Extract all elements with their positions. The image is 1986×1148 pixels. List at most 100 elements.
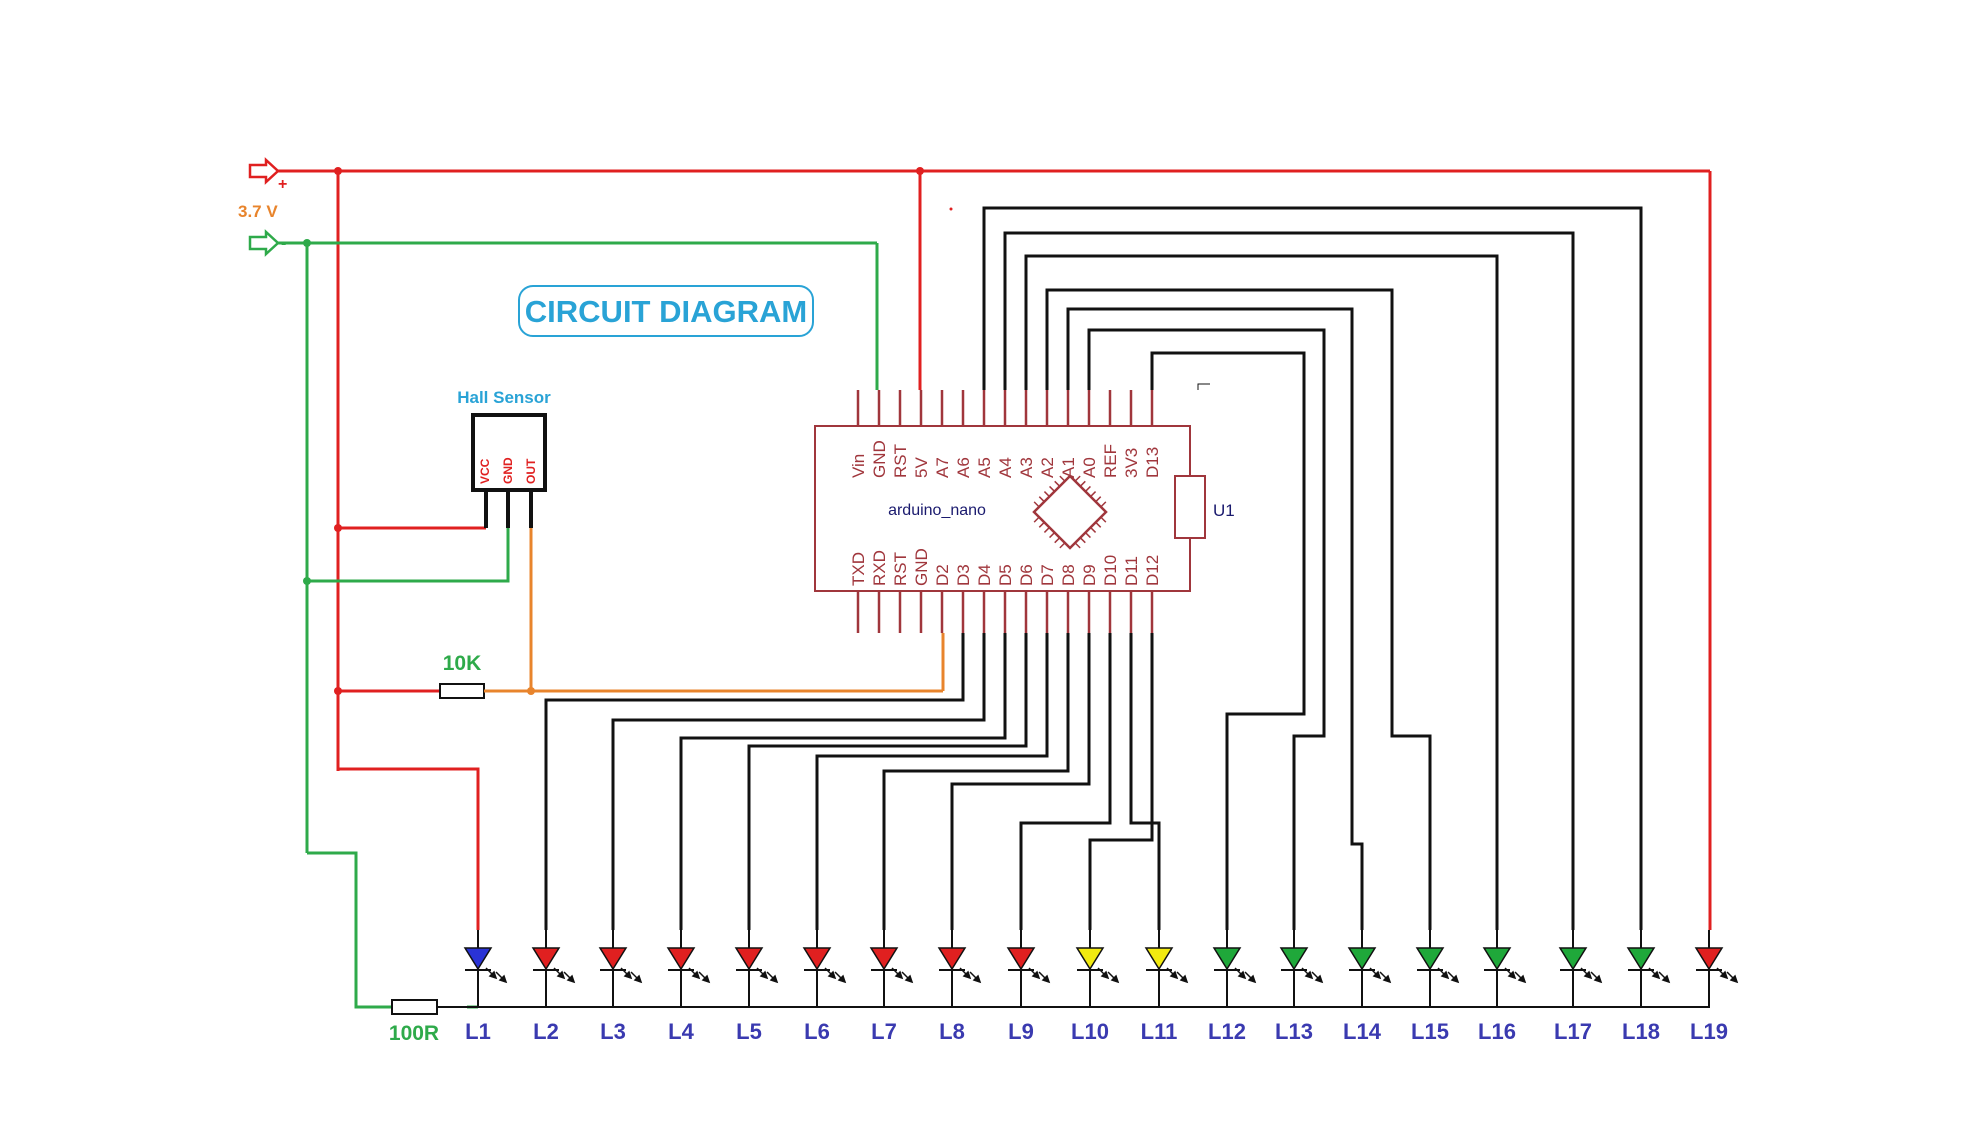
led-body-icon — [1415, 947, 1445, 971]
led-resistor-label: 100R — [389, 1022, 439, 1045]
mcu-chip-pin — [1059, 542, 1066, 549]
board-bottom-pin-label: RXD — [870, 550, 889, 586]
led-label: L8 — [939, 1019, 965, 1044]
led-label: L10 — [1071, 1019, 1109, 1044]
mcu-chip-pin — [1084, 532, 1091, 539]
mcu-chip-pin — [1059, 475, 1066, 482]
board-top-pin-label: A7 — [933, 457, 952, 478]
led-l1: L1 — [463, 930, 508, 1044]
led-l4: L4 — [666, 930, 711, 1044]
led-body-icon — [1347, 947, 1377, 971]
light-emission-icon — [891, 967, 914, 984]
mcu-chip-pin — [1043, 491, 1050, 498]
light-emission-icon — [1301, 967, 1324, 984]
led-label: L19 — [1690, 1019, 1728, 1044]
led-label: L18 — [1622, 1019, 1660, 1044]
pullup-resistor: 10K — [420, 652, 490, 699]
led-label: L14 — [1343, 1019, 1382, 1044]
board-bottom-pin-label: D9 — [1080, 564, 1099, 586]
led-l10: L10 — [1071, 930, 1120, 1044]
light-emission-icon — [1504, 967, 1527, 984]
board-top-pin-label: A4 — [996, 457, 1015, 478]
ground-rail — [278, 241, 879, 1009]
mcu-chip-pin — [1095, 496, 1102, 503]
board-top-pin-label: A3 — [1017, 457, 1036, 478]
board-top-pin-label: A6 — [954, 457, 973, 478]
led-body-icon — [463, 947, 493, 971]
mcu-chip-pin — [1079, 537, 1086, 544]
board-top-pin-label: RST — [891, 444, 910, 478]
led-label: L7 — [871, 1019, 897, 1044]
board-ref: U1 — [1213, 501, 1235, 520]
led-l2: L2 — [531, 930, 576, 1044]
signal-wire — [1150, 351, 1306, 930]
led-label: L9 — [1008, 1019, 1034, 1044]
mcu-chip-pin — [1038, 496, 1045, 503]
mcu-chip-pin — [1079, 480, 1086, 487]
led-label: L5 — [736, 1019, 762, 1044]
light-emission-icon — [1234, 967, 1257, 984]
voltage-label: 3.7 V — [238, 202, 278, 221]
signal-wires — [544, 206, 1643, 930]
light-emission-icon — [1369, 967, 1392, 984]
led-label: L16 — [1478, 1019, 1516, 1044]
mcu-chip-pin — [1043, 526, 1050, 533]
light-emission-icon — [1716, 967, 1739, 984]
signal-wire — [679, 633, 1007, 930]
led-row: L1 L2 L3 L4 L5 L6 L7 L8 L9 L10 L11 L12 L13 L14 L15 L16 L… — [463, 930, 1739, 1044]
light-emission-icon — [1580, 967, 1603, 984]
led-body-icon — [1075, 947, 1105, 971]
sensor-pin-gnd: GND — [501, 457, 515, 484]
signal-wire — [815, 633, 1049, 930]
board-bottom-pin-label: D8 — [1059, 564, 1078, 586]
led-body-icon — [531, 947, 561, 971]
board-bottom-pin-label: D7 — [1038, 564, 1057, 586]
led-l19: L19 — [1690, 930, 1739, 1044]
board-top-pin-label: A1 — [1059, 457, 1078, 478]
supply-terminals: + 3.7 V - — [238, 157, 287, 257]
light-emission-icon — [688, 967, 711, 984]
board-top-pin-label: D13 — [1143, 447, 1162, 478]
usb-connector — [1174, 475, 1206, 539]
led-body-icon — [598, 947, 628, 971]
led-label: L3 — [600, 1019, 626, 1044]
plus-label: + — [278, 176, 287, 193]
board-bottom-pin-label: D11 — [1122, 556, 1141, 586]
signal-wire-stub — [1197, 383, 1210, 390]
led-body-icon — [734, 947, 764, 971]
led-l12: L12 — [1208, 930, 1257, 1044]
light-emission-icon — [959, 967, 982, 984]
led-body-icon — [937, 947, 967, 971]
mcu-chip-pin — [1074, 475, 1081, 482]
led-label: L6 — [804, 1019, 830, 1044]
board-top-pin-label: 5V — [912, 457, 931, 478]
light-emission-icon — [1648, 967, 1671, 984]
mcu-chip-pin — [1049, 485, 1056, 492]
led-label: L17 — [1554, 1019, 1592, 1044]
mcu-chip-pin — [1038, 521, 1045, 528]
light-emission-icon — [824, 967, 847, 984]
mcu-chip-pin — [1084, 485, 1091, 492]
led-label: L12 — [1208, 1019, 1246, 1044]
board-top-pin-label: GND — [870, 440, 889, 478]
ground-junctions — [303, 239, 311, 585]
light-emission-icon — [1437, 967, 1460, 984]
led-l3: L3 — [598, 930, 643, 1044]
led-resistor: 100R — [389, 999, 478, 1045]
power-rail — [278, 169, 1712, 930]
board-bottom-pin-label: D3 — [954, 564, 973, 586]
sensor-output-wire — [486, 528, 945, 693]
signal-wire — [1045, 288, 1432, 930]
board-bottom-pin-label: TXD — [849, 552, 868, 586]
led-label: L13 — [1275, 1019, 1313, 1044]
mcu-chip-pin — [1033, 501, 1040, 508]
board-top-pin-label: A5 — [975, 457, 994, 478]
mcu-chip-pin — [1033, 516, 1040, 523]
led-l8: L8 — [937, 930, 982, 1044]
board-bottom-pin-label: D2 — [933, 564, 952, 586]
led-body-icon — [802, 947, 832, 971]
led-l18: L18 — [1622, 930, 1671, 1044]
board-top-pin-label: REF — [1101, 444, 1120, 478]
light-emission-icon — [756, 967, 779, 984]
board-bottom-pin-label: D12 — [1143, 555, 1162, 586]
